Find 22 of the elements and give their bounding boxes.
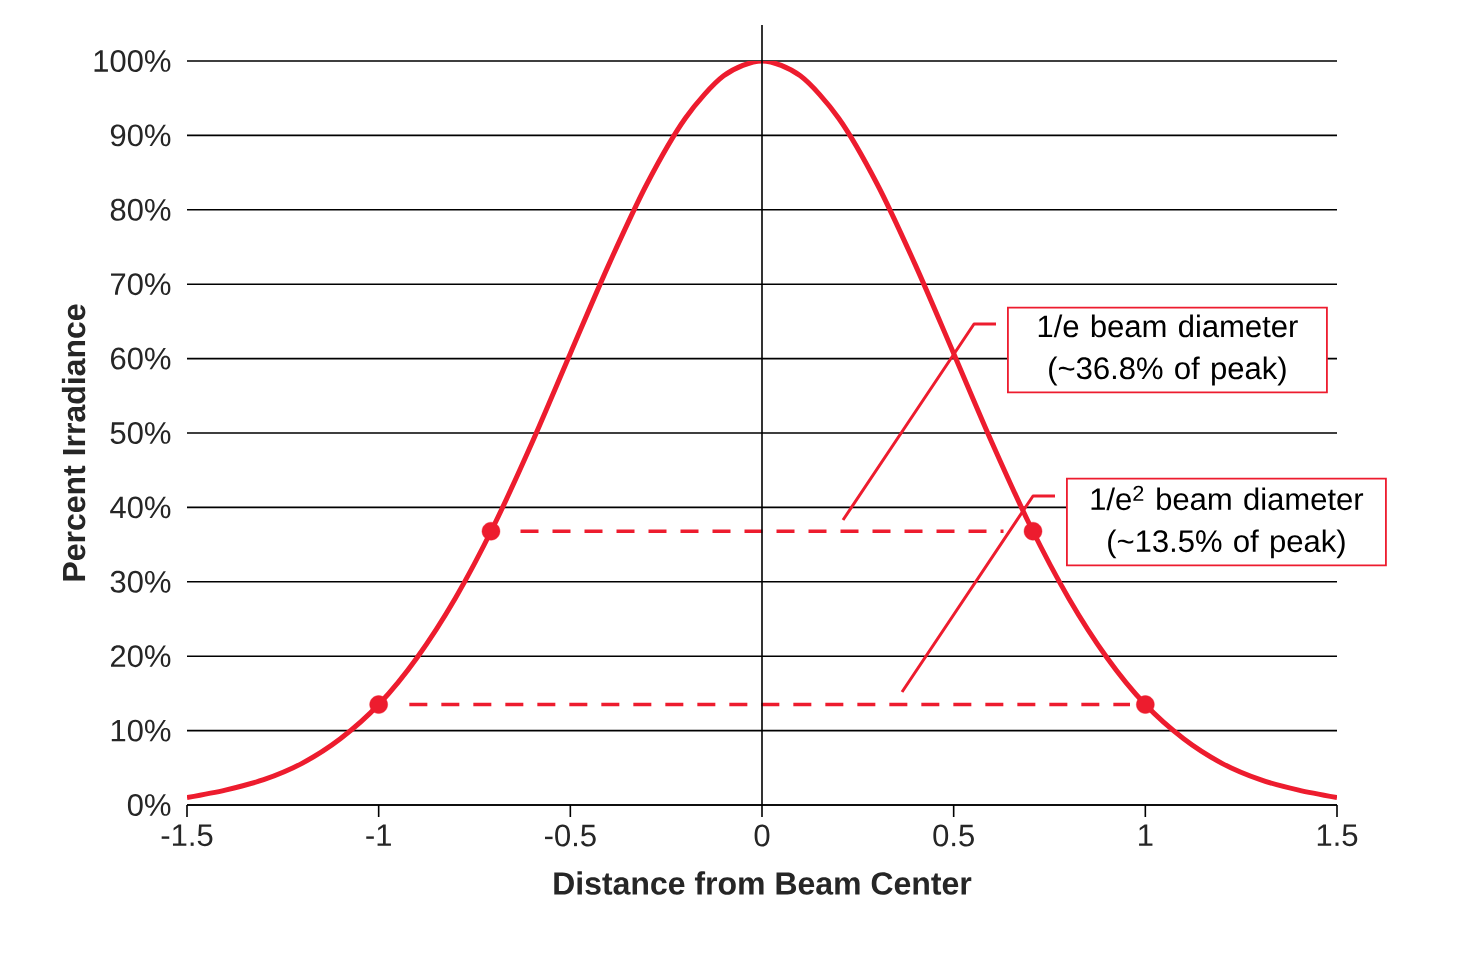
annotation: 1/e$^{2}$ beam diameter (~13.5% of peak) bbox=[1091, 485, 1364, 559]
x-tick-label: 0 bbox=[754, 824, 770, 847]
y-tick-label: 10% bbox=[111, 719, 171, 742]
y-tick-label: 60% bbox=[111, 347, 171, 370]
y-tick-label: 20% bbox=[111, 645, 171, 668]
y-tick-label: 30% bbox=[110, 570, 171, 593]
x-axis-title: Distance from Beam Center bbox=[554, 871, 972, 895]
annotation: 1/e beam diameter (~36.8% of peak) bbox=[1038, 314, 1298, 386]
y-tick-label: 70% bbox=[111, 273, 171, 296]
x-tick-label: 0.5 bbox=[933, 824, 974, 847]
y-tick-label: 50% bbox=[110, 422, 171, 444]
y-tick-label: 0% bbox=[127, 794, 171, 816]
x-tick-label: -1 bbox=[366, 824, 391, 846]
y-tick-label: 80% bbox=[110, 198, 171, 221]
x-tick-label: 1 bbox=[1139, 824, 1153, 846]
y-tick-label: 40% bbox=[110, 496, 171, 519]
y-tick-label: 90% bbox=[110, 124, 171, 147]
x-tick-label: -1.5 bbox=[161, 824, 213, 847]
x-tick-label: 1.5 bbox=[1317, 824, 1358, 847]
y-axis-title: Percent Irradiance bbox=[61, 304, 86, 581]
y-tick-label: 100% bbox=[94, 50, 171, 72]
x-tick-label: -0.5 bbox=[545, 824, 596, 847]
